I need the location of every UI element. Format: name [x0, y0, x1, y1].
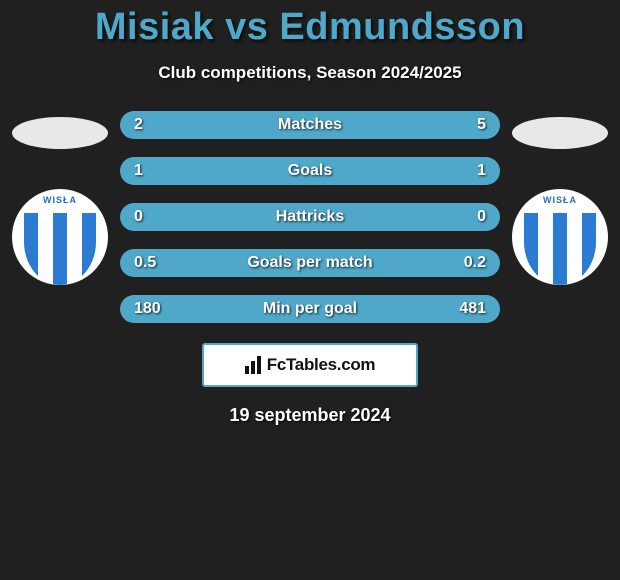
stat-bar-matches: 2 Matches 5: [120, 111, 500, 139]
club-right-name: WISŁA: [512, 195, 608, 205]
stat-label: Min per goal: [263, 300, 357, 318]
page-title: Misiak vs Edmundsson: [0, 0, 620, 49]
player-right-avatar: [512, 117, 608, 149]
stat-left-value: 0: [134, 208, 143, 226]
stat-bar-min-per-goal: 180 Min per goal 481: [120, 295, 500, 323]
club-left-stripes: [24, 213, 96, 285]
stat-right-value: 481: [459, 300, 486, 318]
stat-label: Hattricks: [276, 208, 344, 226]
club-left-name: WISŁA: [12, 195, 108, 205]
player-left-column: WISŁA: [0, 111, 120, 285]
stat-bar-goals-per-match: 0.5 Goals per match 0.2: [120, 249, 500, 277]
stat-label: Matches: [278, 116, 342, 134]
stat-left-value: 2: [134, 116, 143, 134]
stat-left-value: 1: [134, 162, 143, 180]
club-right-stripes: [524, 213, 596, 285]
stat-bars: 2 Matches 5 1 Goals 1 0 Hattricks 0 0.5 …: [120, 111, 500, 323]
generated-date: 19 september 2024: [0, 405, 620, 426]
source-site: FcTables.com: [267, 355, 376, 375]
stat-right-value: 0.2: [464, 254, 486, 272]
source-box: FcTables.com: [202, 343, 418, 387]
stat-right-value: 0: [477, 208, 486, 226]
player-left-club-badge: WISŁA: [12, 189, 108, 285]
page-subtitle: Club competitions, Season 2024/2025: [0, 63, 620, 83]
stat-bar-hattricks: 0 Hattricks 0: [120, 203, 500, 231]
stat-label: Goals: [288, 162, 332, 180]
stat-bar-goals: 1 Goals 1: [120, 157, 500, 185]
comparison-row: WISŁA 2 Matches 5 1 Goals 1 0 Hattricks …: [0, 111, 620, 323]
stat-right-value: 5: [477, 116, 486, 134]
stat-right-value: 1: [477, 162, 486, 180]
player-right-column: WISŁA: [500, 111, 620, 285]
player-right-club-badge: WISŁA: [512, 189, 608, 285]
bar-chart-icon: [245, 356, 261, 374]
player-left-avatar: [12, 117, 108, 149]
stat-left-value: 0.5: [134, 254, 156, 272]
stat-label: Goals per match: [247, 254, 372, 272]
stat-left-value: 180: [134, 300, 161, 318]
